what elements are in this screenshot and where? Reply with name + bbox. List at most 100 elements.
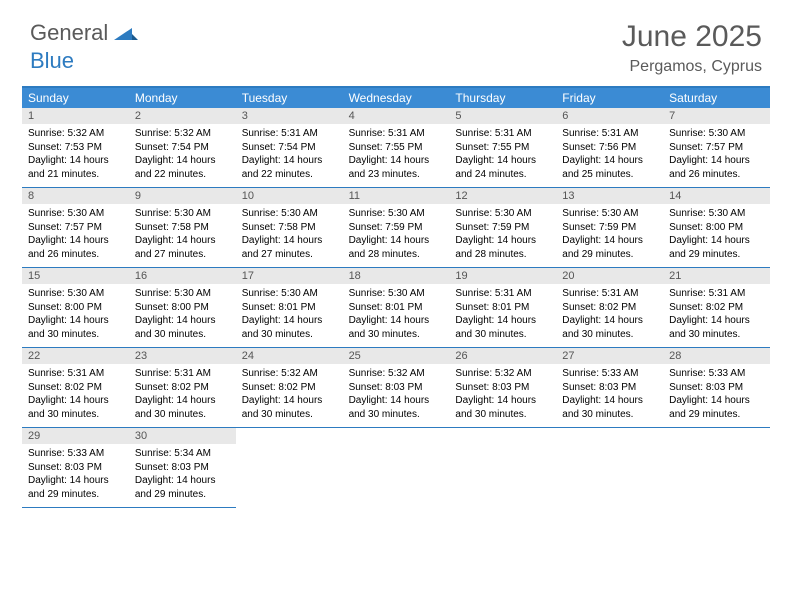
logo-text-blue: Blue bbox=[30, 48, 74, 73]
day-number: 30 bbox=[129, 428, 236, 444]
day-info: Sunrise: 5:33 AMSunset: 8:03 PMDaylight:… bbox=[556, 364, 663, 421]
day-info: Sunrise: 5:32 AMSunset: 8:02 PMDaylight:… bbox=[236, 364, 343, 421]
day-number: 18 bbox=[343, 268, 450, 284]
day-number: 5 bbox=[449, 108, 556, 124]
day-info: Sunrise: 5:30 AMSunset: 7:58 PMDaylight:… bbox=[129, 204, 236, 261]
day-cell: 11Sunrise: 5:30 AMSunset: 7:59 PMDayligh… bbox=[343, 188, 450, 268]
day-number: 17 bbox=[236, 268, 343, 284]
day-info: Sunrise: 5:31 AMSunset: 7:55 PMDaylight:… bbox=[449, 124, 556, 181]
day-cell: 3Sunrise: 5:31 AMSunset: 7:54 PMDaylight… bbox=[236, 108, 343, 188]
day-info: Sunrise: 5:31 AMSunset: 8:02 PMDaylight:… bbox=[663, 284, 770, 341]
day-info: Sunrise: 5:30 AMSunset: 7:58 PMDaylight:… bbox=[236, 204, 343, 261]
day-cell-empty bbox=[556, 428, 663, 508]
day-number: 2 bbox=[129, 108, 236, 124]
day-cell: 2Sunrise: 5:32 AMSunset: 7:54 PMDaylight… bbox=[129, 108, 236, 188]
day-number: 25 bbox=[343, 348, 450, 364]
day-cell-empty bbox=[236, 428, 343, 508]
day-info: Sunrise: 5:32 AMSunset: 8:03 PMDaylight:… bbox=[343, 364, 450, 421]
day-info: Sunrise: 5:33 AMSunset: 8:03 PMDaylight:… bbox=[663, 364, 770, 421]
location-text: Pergamos, Cyprus bbox=[622, 58, 762, 76]
day-info: Sunrise: 5:32 AMSunset: 7:54 PMDaylight:… bbox=[129, 124, 236, 181]
day-info: Sunrise: 5:30 AMSunset: 7:57 PMDaylight:… bbox=[22, 204, 129, 261]
day-info: Sunrise: 5:30 AMSunset: 8:00 PMDaylight:… bbox=[22, 284, 129, 341]
day-cell: 22Sunrise: 5:31 AMSunset: 8:02 PMDayligh… bbox=[22, 348, 129, 428]
day-cell: 30Sunrise: 5:34 AMSunset: 8:03 PMDayligh… bbox=[129, 428, 236, 508]
day-cell: 28Sunrise: 5:33 AMSunset: 8:03 PMDayligh… bbox=[663, 348, 770, 428]
day-cell: 25Sunrise: 5:32 AMSunset: 8:03 PMDayligh… bbox=[343, 348, 450, 428]
day-cell-empty bbox=[663, 428, 770, 508]
day-cell: 23Sunrise: 5:31 AMSunset: 8:02 PMDayligh… bbox=[129, 348, 236, 428]
day-info: Sunrise: 5:31 AMSunset: 8:02 PMDaylight:… bbox=[129, 364, 236, 421]
day-number: 19 bbox=[449, 268, 556, 284]
day-info: Sunrise: 5:30 AMSunset: 7:59 PMDaylight:… bbox=[343, 204, 450, 261]
day-cell-empty bbox=[449, 428, 556, 508]
weekday-header-cell: Saturday bbox=[663, 88, 770, 108]
weekday-header-cell: Thursday bbox=[449, 88, 556, 108]
weekday-header-cell: Friday bbox=[556, 88, 663, 108]
day-number: 8 bbox=[22, 188, 129, 204]
day-number: 21 bbox=[663, 268, 770, 284]
day-cell: 26Sunrise: 5:32 AMSunset: 8:03 PMDayligh… bbox=[449, 348, 556, 428]
day-info: Sunrise: 5:31 AMSunset: 7:56 PMDaylight:… bbox=[556, 124, 663, 181]
weekday-header-cell: Sunday bbox=[22, 88, 129, 108]
day-cell: 12Sunrise: 5:30 AMSunset: 7:59 PMDayligh… bbox=[449, 188, 556, 268]
day-info: Sunrise: 5:31 AMSunset: 8:02 PMDaylight:… bbox=[556, 284, 663, 341]
day-cell: 29Sunrise: 5:33 AMSunset: 8:03 PMDayligh… bbox=[22, 428, 129, 508]
title-block: June 2025 Pergamos, Cyprus bbox=[622, 20, 762, 76]
day-info: Sunrise: 5:31 AMSunset: 7:54 PMDaylight:… bbox=[236, 124, 343, 181]
day-number: 22 bbox=[22, 348, 129, 364]
day-cell: 4Sunrise: 5:31 AMSunset: 7:55 PMDaylight… bbox=[343, 108, 450, 188]
day-cell: 14Sunrise: 5:30 AMSunset: 8:00 PMDayligh… bbox=[663, 188, 770, 268]
day-number: 24 bbox=[236, 348, 343, 364]
day-cell: 5Sunrise: 5:31 AMSunset: 7:55 PMDaylight… bbox=[449, 108, 556, 188]
day-info: Sunrise: 5:30 AMSunset: 8:01 PMDaylight:… bbox=[236, 284, 343, 341]
day-number: 16 bbox=[129, 268, 236, 284]
day-cell-empty bbox=[343, 428, 450, 508]
day-number: 10 bbox=[236, 188, 343, 204]
day-cell: 16Sunrise: 5:30 AMSunset: 8:00 PMDayligh… bbox=[129, 268, 236, 348]
day-info: Sunrise: 5:30 AMSunset: 7:59 PMDaylight:… bbox=[556, 204, 663, 261]
day-info: Sunrise: 5:30 AMSunset: 8:01 PMDaylight:… bbox=[343, 284, 450, 341]
day-number: 29 bbox=[22, 428, 129, 444]
day-cell: 20Sunrise: 5:31 AMSunset: 8:02 PMDayligh… bbox=[556, 268, 663, 348]
logo-text-general: General bbox=[30, 20, 108, 46]
day-info: Sunrise: 5:30 AMSunset: 8:00 PMDaylight:… bbox=[129, 284, 236, 341]
calendar-body: 1Sunrise: 5:32 AMSunset: 7:53 PMDaylight… bbox=[22, 108, 770, 508]
page-header: General June 2025 Pergamos, Cyprus bbox=[0, 0, 792, 86]
calendar-weekday-header: SundayMondayTuesdayWednesdayThursdayFrid… bbox=[22, 88, 770, 108]
day-number: 27 bbox=[556, 348, 663, 364]
logo-triangle-icon bbox=[114, 20, 138, 46]
day-cell: 9Sunrise: 5:30 AMSunset: 7:58 PMDaylight… bbox=[129, 188, 236, 268]
day-cell: 21Sunrise: 5:31 AMSunset: 8:02 PMDayligh… bbox=[663, 268, 770, 348]
day-cell: 7Sunrise: 5:30 AMSunset: 7:57 PMDaylight… bbox=[663, 108, 770, 188]
day-info: Sunrise: 5:33 AMSunset: 8:03 PMDaylight:… bbox=[22, 444, 129, 501]
day-info: Sunrise: 5:30 AMSunset: 8:00 PMDaylight:… bbox=[663, 204, 770, 261]
day-info: Sunrise: 5:34 AMSunset: 8:03 PMDaylight:… bbox=[129, 444, 236, 501]
day-cell: 10Sunrise: 5:30 AMSunset: 7:58 PMDayligh… bbox=[236, 188, 343, 268]
day-cell: 17Sunrise: 5:30 AMSunset: 8:01 PMDayligh… bbox=[236, 268, 343, 348]
day-number: 28 bbox=[663, 348, 770, 364]
weekday-header-cell: Wednesday bbox=[343, 88, 450, 108]
day-number: 12 bbox=[449, 188, 556, 204]
day-info: Sunrise: 5:32 AMSunset: 8:03 PMDaylight:… bbox=[449, 364, 556, 421]
day-number: 15 bbox=[22, 268, 129, 284]
day-cell: 8Sunrise: 5:30 AMSunset: 7:57 PMDaylight… bbox=[22, 188, 129, 268]
day-number: 14 bbox=[663, 188, 770, 204]
day-number: 1 bbox=[22, 108, 129, 124]
day-info: Sunrise: 5:32 AMSunset: 7:53 PMDaylight:… bbox=[22, 124, 129, 181]
month-title: June 2025 bbox=[622, 20, 762, 54]
day-number: 7 bbox=[663, 108, 770, 124]
day-cell: 6Sunrise: 5:31 AMSunset: 7:56 PMDaylight… bbox=[556, 108, 663, 188]
day-cell: 18Sunrise: 5:30 AMSunset: 8:01 PMDayligh… bbox=[343, 268, 450, 348]
day-number: 20 bbox=[556, 268, 663, 284]
calendar: SundayMondayTuesdayWednesdayThursdayFrid… bbox=[22, 86, 770, 508]
day-info: Sunrise: 5:31 AMSunset: 7:55 PMDaylight:… bbox=[343, 124, 450, 181]
day-cell: 27Sunrise: 5:33 AMSunset: 8:03 PMDayligh… bbox=[556, 348, 663, 428]
day-number: 26 bbox=[449, 348, 556, 364]
day-info: Sunrise: 5:30 AMSunset: 7:59 PMDaylight:… bbox=[449, 204, 556, 261]
day-number: 3 bbox=[236, 108, 343, 124]
weekday-header-cell: Tuesday bbox=[236, 88, 343, 108]
logo: General bbox=[30, 20, 140, 46]
day-number: 9 bbox=[129, 188, 236, 204]
weekday-header-cell: Monday bbox=[129, 88, 236, 108]
